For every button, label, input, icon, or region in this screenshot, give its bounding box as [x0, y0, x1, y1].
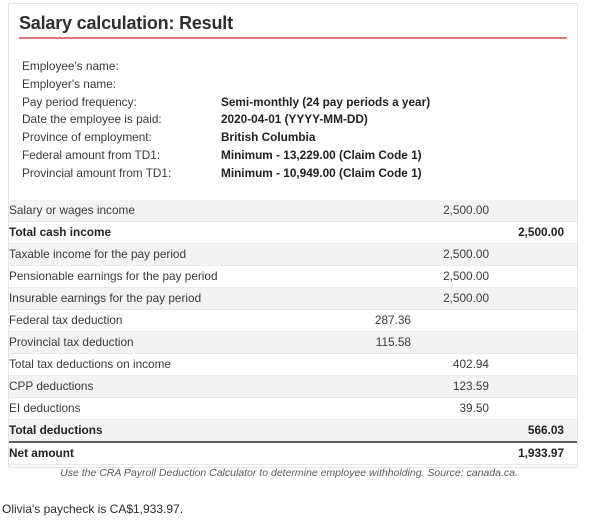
amount-col2: 2,500.00 — [411, 265, 489, 288]
info-row: Date the employee is paid: 2020-04-01 (YY… — [9, 111, 577, 129]
info-value: Semi-monthly (24 pay periods a year) — [221, 94, 431, 109]
amount-col3: 566.03 — [489, 419, 577, 443]
row-label: Net amount — [9, 440, 331, 465]
amount-col1 — [331, 199, 411, 222]
amount-col1: 115.58 — [331, 331, 411, 354]
info-row: Federal amount from TD1: Minimum - 13,229… — [9, 147, 577, 165]
info-value: British Columbia — [221, 130, 316, 145]
row-label: Insurable earnings for the pay period — [9, 287, 331, 310]
amount-col1 — [331, 397, 411, 420]
table-row: EI deductions 39.50 — [9, 397, 577, 420]
row-label: Federal tax deduction — [9, 309, 331, 332]
info-label: Employer's name: — [22, 76, 117, 91]
row-label: Provincial tax deduction — [9, 331, 331, 354]
amount-col2 — [411, 331, 489, 354]
amount-col1 — [331, 375, 411, 398]
info-label: Federal amount from TD1: — [22, 147, 161, 162]
row-label: CPP deductions — [9, 375, 331, 398]
amount-col3 — [489, 287, 577, 310]
info-value: 2020-04-01 (YYYY-MM-DD) — [221, 112, 368, 127]
row-label: Taxable income for the pay period — [9, 243, 331, 266]
info-label: Province of employment: — [22, 130, 152, 145]
info-value: Minimum - 10,949.00 (Claim Code 1) — [221, 165, 422, 180]
table-row: Provincial tax deduction 115.58 — [9, 331, 577, 354]
table-caption: Use the CRA Payroll Deduction Calculator… — [60, 467, 518, 479]
amount-col1 — [331, 243, 411, 266]
info-list: Employee's name: Employer's name: Pay peri… — [9, 58, 577, 183]
amount-col3 — [489, 353, 577, 376]
info-row: Employer's name: — [9, 76, 577, 94]
row-label: Pensionable earnings for the pay period — [9, 265, 331, 288]
amount-col2 — [411, 309, 489, 332]
amount-col1: 287.36 — [331, 309, 411, 332]
amount-col2 — [411, 221, 489, 244]
info-row: Province of employment: British Columbia — [9, 129, 577, 147]
results-table: Salary or wages income 2,500.00 Total cash… — [9, 199, 577, 465]
row-label: Total deductions — [9, 419, 331, 443]
amount-col1 — [331, 265, 411, 288]
amount-col1 — [331, 287, 411, 310]
amount-col3: 1,933.97 — [489, 440, 577, 465]
amount-col3 — [489, 309, 577, 332]
paycheck-summary-text: Olivia's paycheck is CA$1,933.97. — [2, 502, 184, 516]
amount-col2: 402.94 — [411, 353, 489, 376]
amount-col3 — [489, 331, 577, 354]
table-row: Federal tax deduction 287.36 — [9, 309, 577, 332]
table-row: Net amount 1,933.97 — [9, 440, 577, 465]
info-row: Pay period frequency: Semi-monthly (24 pa… — [9, 94, 577, 112]
amount-col1 — [331, 440, 411, 465]
amount-col2 — [411, 440, 489, 465]
amount-col2 — [411, 419, 489, 443]
table-row: CPP deductions 123.59 — [9, 375, 577, 398]
amount-col2: 123.59 — [411, 375, 489, 398]
table-row: Total deductions 566.03 — [9, 419, 577, 443]
title-underline — [19, 37, 567, 39]
row-label: Salary or wages income — [9, 199, 331, 222]
amount-col1 — [331, 353, 411, 376]
table-row: Total tax deductions on income 402.94 — [9, 353, 577, 376]
info-row: Provincial amount from TD1: Minimum - 10,… — [9, 165, 577, 183]
amount-col2: 39.50 — [411, 397, 489, 420]
results-table-body: Salary or wages income 2,500.00 Total cash… — [9, 199, 577, 465]
amount-col2: 2,500.00 — [411, 199, 489, 222]
amount-col3 — [489, 243, 577, 266]
table-row: Taxable income for the pay period 2,500.0… — [9, 243, 577, 266]
row-label: Total tax deductions on income — [9, 353, 331, 376]
amount-col2: 2,500.00 — [411, 287, 489, 310]
amount-col1 — [331, 419, 411, 443]
info-row: Employee's name: — [9, 58, 577, 76]
table-row: Insurable earnings for the pay period 2,5… — [9, 287, 577, 310]
info-label: Pay period frequency: — [22, 94, 137, 109]
row-label: EI deductions — [9, 397, 331, 420]
table-row: Salary or wages income 2,500.00 — [9, 199, 577, 222]
info-label: Date the employee is paid: — [22, 112, 162, 127]
amount-col1 — [331, 221, 411, 244]
row-label: Total cash income — [9, 221, 331, 244]
amount-col3 — [489, 397, 577, 420]
result-card: Salary calculation: Result Employee's na… — [8, 3, 578, 468]
amount-col3 — [489, 199, 577, 222]
info-label: Employee's name: — [22, 59, 119, 73]
amount-col3: 2,500.00 — [489, 221, 577, 244]
info-value: Minimum - 13,229.00 (Claim Code 1) — [221, 147, 422, 162]
info-label: Provincial amount from TD1: — [22, 165, 172, 180]
amount-col2: 2,500.00 — [411, 243, 489, 266]
page-title: Salary calculation: Result — [19, 13, 233, 33]
amount-col3 — [489, 375, 577, 398]
table-row: Total cash income 2,500.00 — [9, 221, 577, 244]
amount-col3 — [489, 265, 577, 288]
table-row: Pensionable earnings for the pay period 2… — [9, 265, 577, 288]
